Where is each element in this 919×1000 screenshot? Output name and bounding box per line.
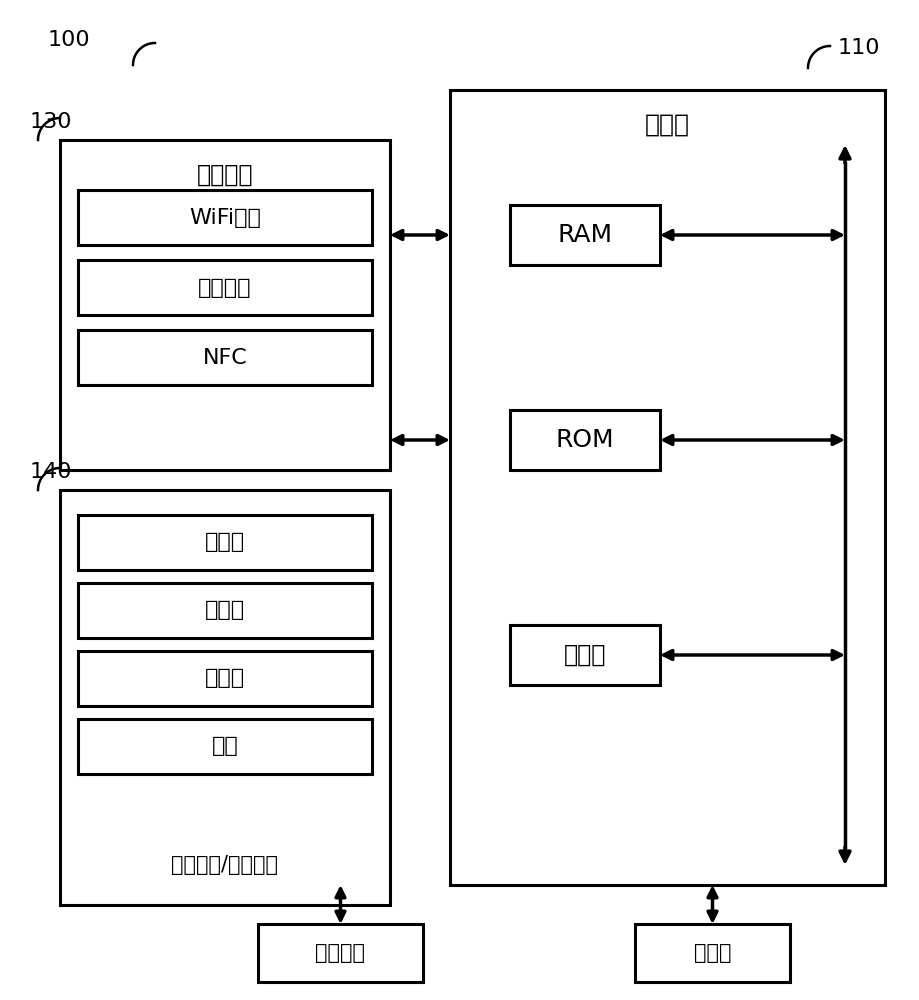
- Text: 110: 110: [837, 38, 880, 58]
- Bar: [78, 330, 372, 385]
- Text: WiFi芯片: WiFi芯片: [189, 208, 261, 228]
- Text: 140: 140: [30, 462, 73, 482]
- Bar: [635, 924, 790, 982]
- Bar: [258, 924, 423, 982]
- Text: 处理器: 处理器: [564, 643, 607, 667]
- Bar: [510, 410, 660, 470]
- Text: 用户输入/输出接口: 用户输入/输出接口: [172, 855, 278, 875]
- Bar: [78, 190, 372, 245]
- Text: 供电电源: 供电电源: [315, 943, 366, 963]
- Text: NFC: NFC: [202, 348, 247, 367]
- Text: 100: 100: [48, 30, 91, 50]
- Bar: [60, 490, 390, 905]
- Bar: [78, 719, 372, 774]
- Text: 控制器: 控制器: [645, 113, 690, 137]
- Text: 蓝牙模块: 蓝牙模块: [199, 277, 252, 298]
- Bar: [78, 651, 372, 706]
- Bar: [510, 205, 660, 265]
- Text: RAM: RAM: [558, 223, 613, 247]
- Text: 按键: 按键: [211, 736, 238, 756]
- Text: 通信接口: 通信接口: [197, 163, 254, 187]
- Bar: [78, 515, 372, 570]
- Bar: [78, 260, 372, 315]
- Text: ROM: ROM: [556, 428, 614, 452]
- Text: 存储器: 存储器: [694, 943, 732, 963]
- Text: 麦克风: 麦克风: [205, 532, 245, 552]
- Bar: [510, 625, 660, 685]
- Text: 传感器: 传感器: [205, 668, 245, 688]
- Text: 130: 130: [30, 112, 73, 132]
- Text: 触摸板: 触摸板: [205, 600, 245, 620]
- Bar: [450, 90, 885, 885]
- Bar: [60, 140, 390, 470]
- Bar: [78, 583, 372, 638]
